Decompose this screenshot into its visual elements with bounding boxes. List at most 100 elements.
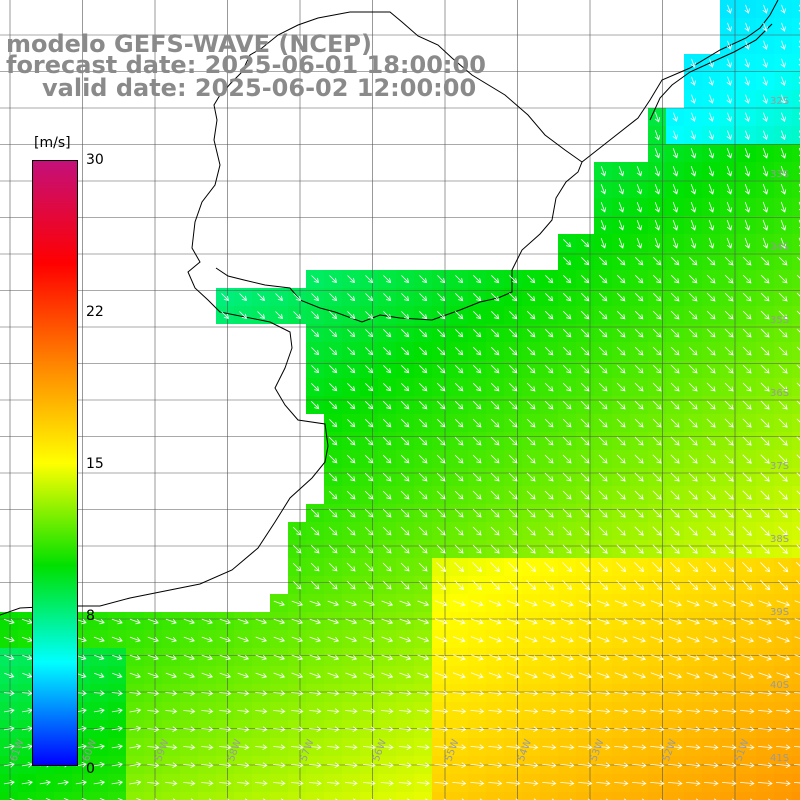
wind-arrow [670, 490, 680, 500]
wind-cell [792, 414, 800, 432]
wind-arrow [796, 508, 800, 513]
wind-arrow [560, 690, 575, 697]
wind-arrow [542, 726, 557, 733]
wind-arrow [292, 580, 302, 590]
wind-arrow [111, 743, 123, 750]
wind-arrow [708, 183, 715, 195]
wind-arrow [237, 672, 250, 679]
wind-arrow [524, 708, 539, 715]
wind-arrow [363, 672, 376, 679]
wind-cell [378, 792, 396, 800]
wind-arrow [796, 490, 800, 495]
wind-cell [792, 630, 800, 648]
wind-arrow [634, 328, 644, 338]
wind-arrow [147, 690, 160, 696]
wind-cell [792, 612, 800, 630]
wind-arrow [328, 580, 338, 590]
wind-arrow [740, 762, 755, 769]
wind-arrow [508, 382, 518, 392]
wind-arrow [526, 418, 536, 428]
wind-arrow [165, 726, 178, 732]
wind-arrow [632, 600, 646, 607]
wind-arrow [183, 726, 196, 732]
wind-arrow [562, 292, 572, 302]
wind-arrow [418, 472, 428, 482]
wind-arrow [255, 780, 268, 787]
wind-arrow [598, 274, 608, 284]
wind-arrow [616, 562, 627, 573]
wind-arrow [796, 328, 800, 333]
wind-arrow [726, 219, 733, 231]
wind-arrow [473, 329, 482, 338]
wind-arrow [670, 346, 680, 356]
wind-arrow [776, 708, 791, 715]
wind-arrow [778, 274, 788, 284]
wind-arrow [778, 328, 788, 338]
wind-arrow [364, 544, 374, 554]
wind-cell [792, 162, 800, 180]
wind-arrow [542, 636, 556, 643]
wind-arrow [454, 562, 464, 572]
wind-arrow [273, 654, 286, 661]
wind-arrow [596, 708, 611, 715]
wind-arrow [544, 508, 554, 518]
wind-arrow [740, 600, 754, 607]
wind-arrow [778, 508, 788, 518]
wind-arrow [381, 636, 394, 643]
wind-arrow [416, 708, 430, 715]
wind-arrow [688, 382, 698, 392]
wind-arrow [526, 328, 536, 338]
wind-arrow [345, 690, 358, 697]
wind-arrow [488, 618, 502, 625]
wind-arrow [364, 454, 374, 464]
wind-arrow [614, 672, 628, 679]
wind-arrow [760, 580, 771, 591]
wind-arrow [778, 490, 788, 500]
wind-arrow [382, 472, 392, 482]
wind-arrow [345, 600, 358, 607]
wind-arrow [524, 636, 538, 643]
wind-arrow [580, 418, 590, 428]
wind-arrow [472, 400, 482, 410]
wind-arrow [616, 256, 626, 266]
wind-cell [414, 792, 432, 800]
wind-arrow [345, 726, 358, 733]
wind-arrow [742, 526, 752, 536]
wind-arrow [760, 562, 771, 573]
wind-arrow [706, 472, 716, 482]
wind-arrow [509, 293, 518, 302]
wind-arrow [454, 418, 464, 428]
wind-arrow [762, 58, 768, 68]
wind-arrow [670, 526, 680, 536]
wind-arrow [724, 256, 734, 266]
wind-arrow [129, 618, 141, 625]
wind-arrow [562, 364, 572, 374]
wind-arrow [201, 618, 213, 625]
wind-arrow [650, 654, 664, 661]
wind-arrow [506, 654, 520, 661]
wind-arrow [345, 672, 358, 679]
wind-arrow [706, 418, 716, 428]
wind-arrow [399, 636, 412, 643]
wind-arrow [219, 744, 232, 750]
lat-label: 34S [770, 242, 789, 253]
wind-arrow [688, 274, 698, 284]
wind-arrow [760, 346, 770, 356]
wind-arrow [255, 726, 268, 732]
wind-arrow [399, 618, 412, 625]
wind-arrow [724, 400, 734, 410]
wind-arrow [616, 436, 626, 446]
wind-arrow [183, 708, 196, 714]
wind-arrow [400, 526, 410, 536]
wind-arrow [291, 726, 304, 733]
wind-arrow [650, 690, 665, 697]
wind-arrow [744, 165, 751, 177]
wind-arrow [239, 311, 248, 320]
wind-arrow [436, 544, 446, 554]
wind-arrow [436, 454, 446, 464]
wind-arrow [3, 636, 15, 643]
wind-arrow [490, 364, 500, 374]
wind-arrow [526, 454, 536, 464]
wind-arrow [165, 762, 178, 768]
wind-arrow [704, 672, 719, 679]
